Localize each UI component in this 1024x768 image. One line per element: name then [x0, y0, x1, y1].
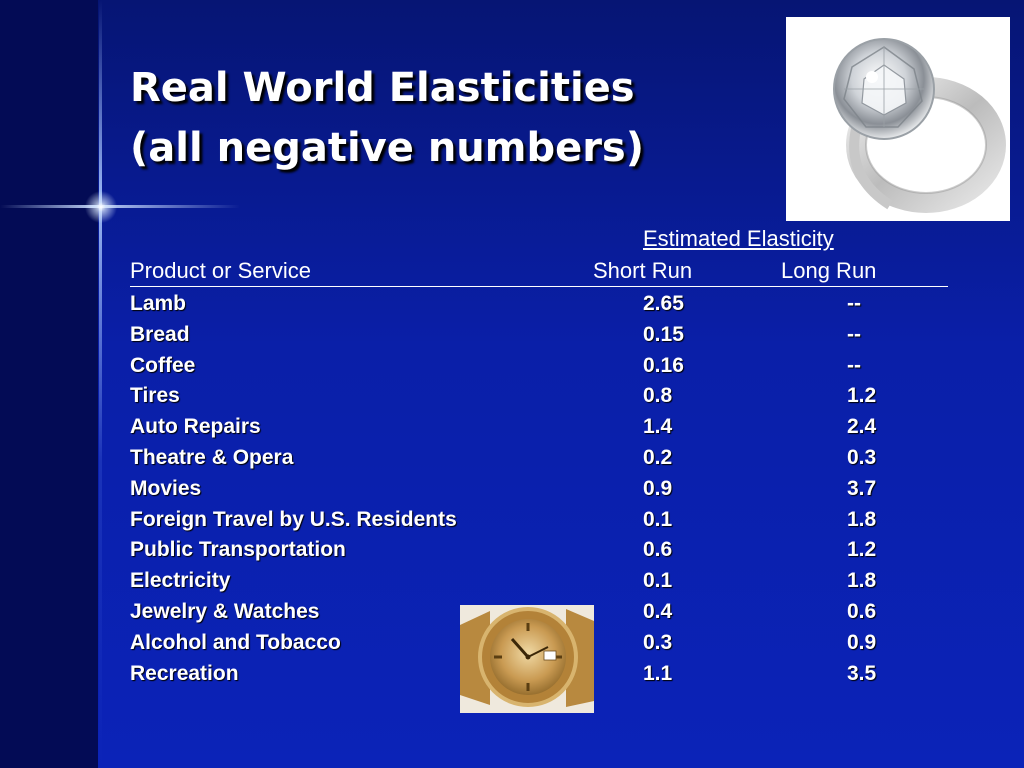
accent-horizontal-line — [0, 205, 240, 208]
title-line-1: Real World Elasticities — [130, 65, 635, 111]
long-run-value: 0.6 — [847, 599, 877, 623]
table-row: Recreation 1.1 3.5 — [130, 659, 950, 690]
slide-title: Real World Elasticities (all negative nu… — [130, 58, 644, 178]
long-run-value: -- — [847, 292, 861, 315]
table-row: Movies 0.9 3.7 — [130, 474, 950, 505]
table-row: Auto Repairs 1.4 2.4 — [130, 412, 950, 443]
short-run-value: 2.65 — [643, 292, 684, 315]
product-name: Bread — [130, 322, 190, 346]
short-run-value: 1.1 — [643, 661, 673, 685]
long-run-value: -- — [847, 322, 861, 346]
short-run-value: 0.2 — [643, 445, 673, 469]
light-flare — [82, 188, 120, 226]
table-row: Jewelry & Watches 0.4 0.6 — [130, 597, 950, 628]
short-run-value: 0.6 — [643, 538, 673, 562]
product-name: Movies — [130, 476, 202, 500]
product-name: Foreign Travel by U.S. Residents — [130, 507, 457, 531]
product-name: Coffee — [130, 353, 196, 377]
short-run-value: 0.8 — [643, 384, 673, 408]
table-row: Theatre & Opera 0.2 0.3 — [130, 443, 950, 474]
long-run-value: 3.7 — [847, 476, 877, 500]
short-run-value: 0.1 — [643, 569, 673, 593]
short-run-value: 0.4 — [643, 599, 673, 623]
table-row: Lamb 2.65 -- — [130, 289, 950, 320]
product-name: Jewelry & Watches — [130, 599, 320, 623]
table-row: Tires 0.8 1.2 — [130, 381, 950, 412]
diamond-ring-icon — [786, 17, 1010, 221]
short-run-column-header: Short Run — [593, 258, 693, 283]
gold-watch-icon — [460, 605, 594, 713]
long-run-value: 1.8 — [847, 569, 877, 593]
estimated-elasticity-header: Estimated Elasticity — [643, 226, 834, 251]
diamond-ring-icon — [833, 38, 1006, 213]
short-run-value: 1.4 — [643, 415, 673, 439]
product-name: Public Transportation — [130, 538, 346, 562]
title-line-2: (all negative numbers) — [130, 125, 645, 171]
product-name: Alcohol and Tobacco — [130, 630, 341, 654]
elasticity-table: Lamb 2.65 -- Bread 0.15 -- Coffee 0.16 -… — [130, 289, 950, 689]
long-run-value: 1.2 — [847, 538, 877, 562]
short-run-value: 0.15 — [643, 322, 684, 346]
table-row: Alcohol and Tobacco 0.3 0.9 — [130, 628, 950, 659]
product-name: Electricity — [130, 569, 231, 593]
table-row: Electricity 0.1 1.8 — [130, 566, 950, 597]
table-row: Bread 0.15 -- — [130, 320, 950, 351]
product-name: Theatre & Opera — [130, 445, 294, 469]
accent-vertical-line — [99, 0, 102, 768]
long-run-value: 2.4 — [847, 415, 877, 439]
long-run-value: 0.9 — [847, 630, 877, 654]
table-row: Coffee 0.16 -- — [130, 351, 950, 382]
short-run-value: 0.1 — [643, 507, 673, 531]
table-row: Public Transportation 0.6 1.2 — [130, 535, 950, 566]
long-run-value: 0.3 — [847, 445, 877, 469]
product-name: Auto Repairs — [130, 415, 261, 439]
table-row: Foreign Travel by U.S. Residents 0.1 1.8 — [130, 505, 950, 536]
product-name: Tires — [130, 384, 180, 408]
product-name: Lamb — [130, 292, 187, 315]
long-run-value: 1.2 — [847, 384, 877, 408]
short-run-value: 0.16 — [643, 353, 684, 377]
long-run-value: -- — [847, 353, 861, 377]
long-run-column-header: Long Run — [781, 258, 877, 283]
short-run-value: 0.9 — [643, 476, 673, 500]
long-run-value: 1.8 — [847, 507, 877, 531]
table-header-row: Product or Service Short Run Long Run — [130, 256, 948, 287]
gold-watch-icon — [460, 605, 594, 713]
product-name: Recreation — [130, 661, 239, 685]
short-run-value: 0.3 — [643, 630, 673, 654]
long-run-value: 3.5 — [847, 661, 877, 685]
product-column-header: Product or Service — [130, 258, 311, 283]
